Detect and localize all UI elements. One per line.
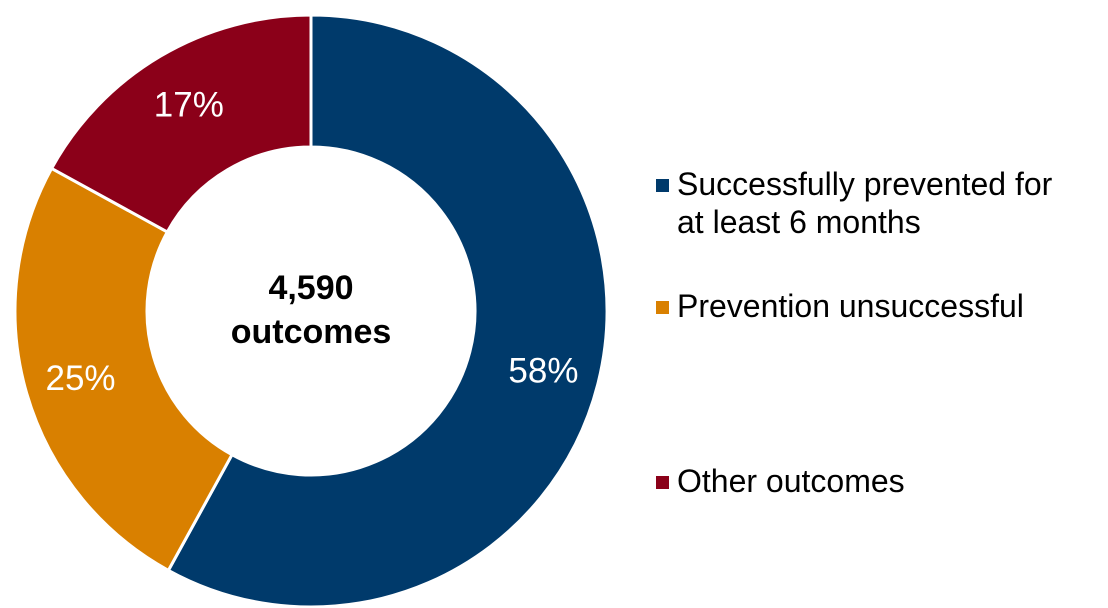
slice-label-other: 17% (154, 85, 224, 124)
legend-swatch-unsuccessful (656, 301, 669, 314)
legend-swatch-prevented (656, 179, 669, 192)
center-label-line-1: 4,590 (268, 269, 353, 307)
legend-label-prevented-line-1: Successfully prevented for (677, 166, 1053, 202)
legend-label-prevented-line-2: at least 6 months (677, 204, 921, 240)
slice-labels-layer: 58% 25% 17% (45, 85, 578, 398)
legend: Successfully prevented for at least 6 mo… (656, 166, 1053, 499)
legend-label-unsuccessful: Prevention unsuccessful (677, 288, 1024, 324)
slice-label-prevented: 58% (508, 352, 578, 391)
donut-slice-other (49, 13, 313, 235)
donut-slice-unsuccessful (13, 166, 235, 573)
center-label: 4,590 outcomes (231, 269, 392, 351)
legend-item-unsuccessful: Prevention unsuccessful (656, 288, 1024, 324)
legend-swatch-other (656, 476, 669, 489)
legend-item-prevented: Successfully prevented for at least 6 mo… (656, 166, 1053, 240)
legend-label-other: Other outcomes (677, 463, 905, 499)
donut-slice-prevented (166, 13, 609, 608)
legend-item-other: Other outcomes (656, 463, 905, 499)
slice-label-unsuccessful: 25% (45, 359, 115, 398)
slices-layer (13, 13, 609, 608)
center-label-line-2: outcomes (231, 313, 392, 351)
